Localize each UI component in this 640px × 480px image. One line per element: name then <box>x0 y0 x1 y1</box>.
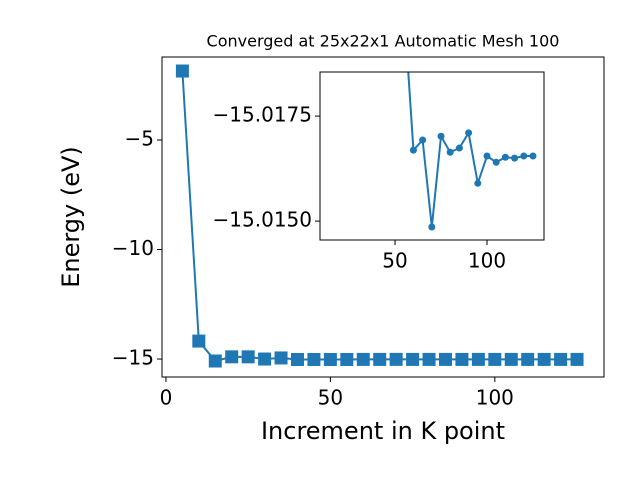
marker <box>389 352 403 366</box>
marker <box>419 136 427 144</box>
marker <box>208 354 222 368</box>
marker <box>488 352 502 366</box>
y-tick-label: −5 <box>125 127 154 151</box>
x-axis-label: Increment in K point <box>261 417 505 445</box>
marker <box>465 129 473 137</box>
marker <box>373 352 387 366</box>
marker <box>455 144 463 152</box>
marker <box>290 352 304 366</box>
y-tick-label: −10 <box>112 236 154 260</box>
marker <box>483 152 491 160</box>
marker <box>570 352 584 366</box>
marker <box>437 132 445 140</box>
marker <box>501 153 509 161</box>
marker <box>428 223 436 231</box>
marker <box>554 352 568 366</box>
x-tick-label: 50 <box>382 249 407 273</box>
marker <box>406 352 420 366</box>
marker <box>175 64 189 78</box>
marker <box>504 352 518 366</box>
marker <box>492 158 500 166</box>
data <box>175 64 584 368</box>
marker <box>192 334 206 348</box>
data <box>401 8 537 231</box>
y-tick-label: −15.0175 <box>213 103 312 127</box>
marker <box>537 352 551 366</box>
marker <box>258 352 272 366</box>
marker <box>241 350 255 364</box>
marker <box>471 352 485 366</box>
marker <box>323 352 337 366</box>
y-tick-label: −15 <box>112 346 154 370</box>
x-tick-label: 50 <box>318 386 343 410</box>
marker <box>521 352 535 366</box>
marker <box>455 352 469 366</box>
x-tick-label: 100 <box>468 249 506 273</box>
marker <box>474 179 482 187</box>
marker <box>438 352 452 366</box>
axes-frame <box>319 71 545 241</box>
marker <box>511 154 519 162</box>
plot-area <box>320 72 544 240</box>
x-tick-label: 100 <box>476 386 514 410</box>
marker <box>356 352 370 366</box>
marker <box>520 152 528 160</box>
y-axis-label: Energy (eV) <box>57 146 85 288</box>
marker <box>422 352 436 366</box>
marker <box>529 152 537 160</box>
y-tick-label: −15.0150 <box>213 208 312 232</box>
marker <box>401 8 408 15</box>
x-tick-label: 0 <box>160 386 173 410</box>
marker <box>446 148 454 156</box>
axes-frame <box>161 56 605 378</box>
chart-title: Converged at 25x22x1 Automatic Mesh 100 <box>207 32 560 51</box>
marker <box>409 146 417 154</box>
marker <box>307 352 321 366</box>
axes: 50 100 −15.0175 −15.0150 <box>213 8 545 273</box>
marker <box>225 350 239 364</box>
marker <box>274 351 288 365</box>
marker <box>340 352 354 366</box>
